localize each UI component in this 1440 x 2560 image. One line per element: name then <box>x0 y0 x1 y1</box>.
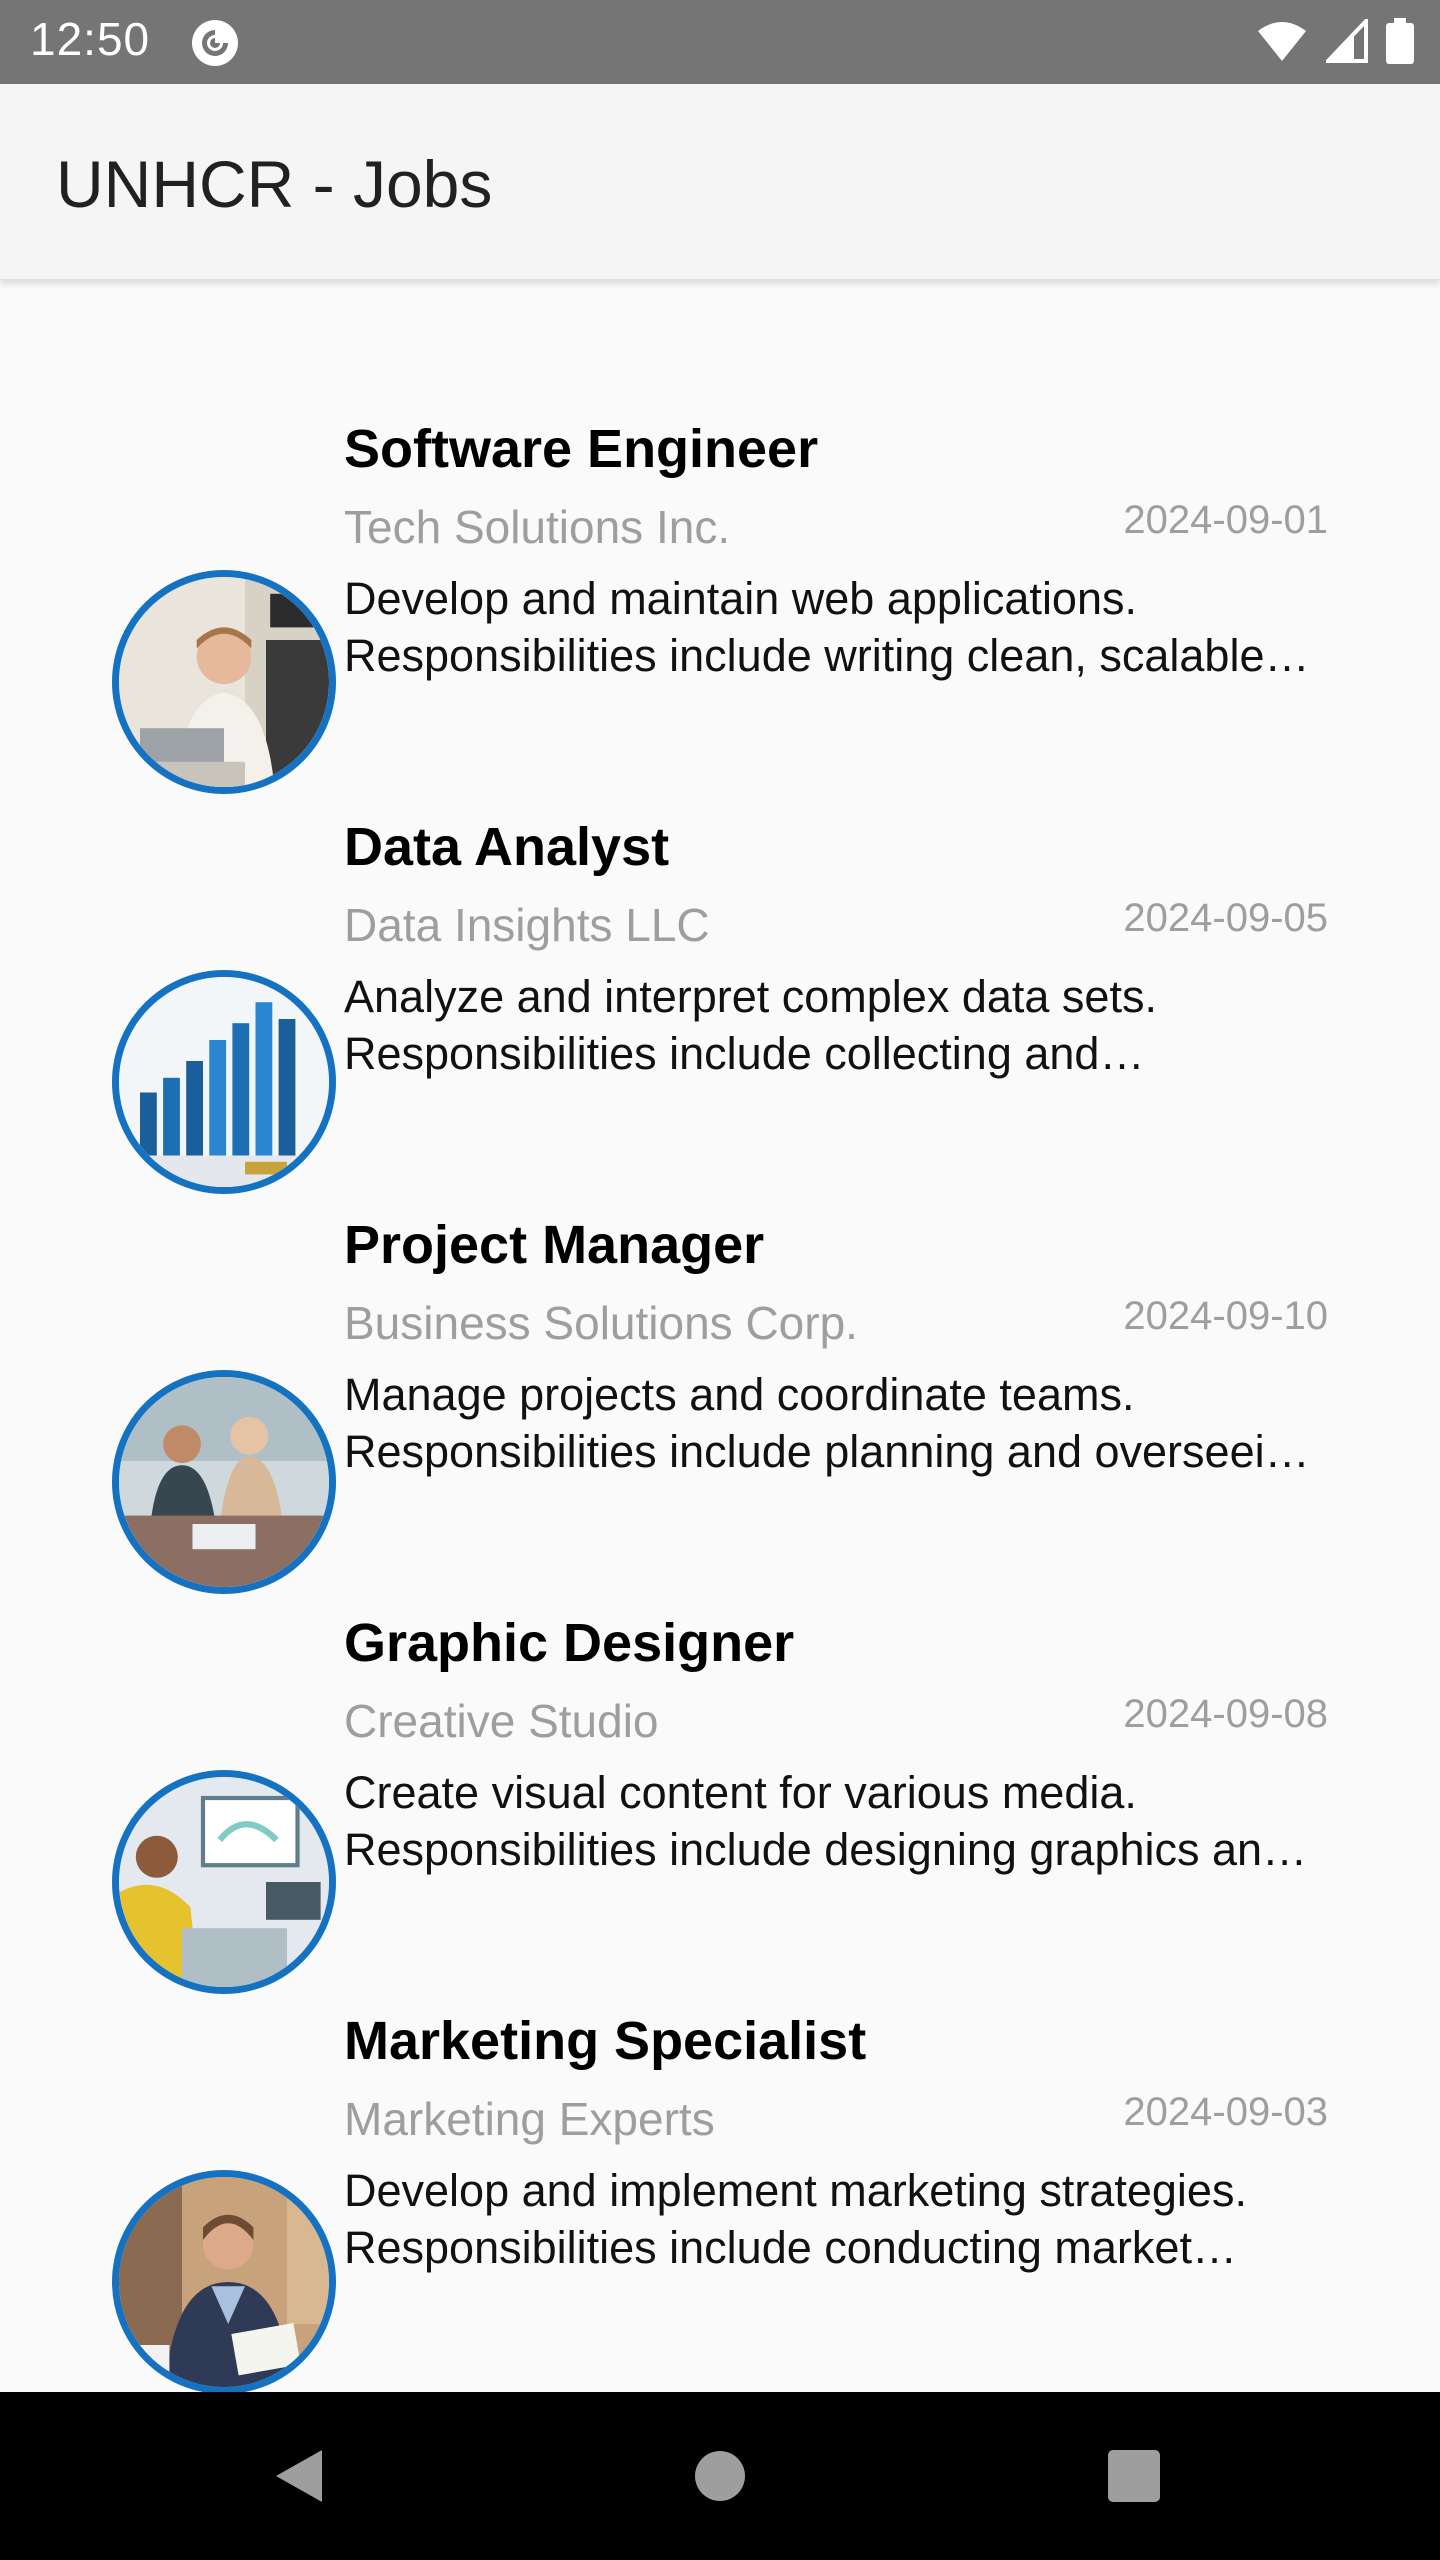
job-description: Develop and implement marketing strategi… <box>344 2165 1247 2273</box>
job-date: 2024-09-08 <box>1123 1692 1328 1736</box>
system-nav-bar <box>0 2392 1440 2560</box>
job-list-item[interactable] <box>0 418 1440 794</box>
cellular-signal-icon <box>1326 19 1368 63</box>
businessman-reading-photo <box>119 2177 329 2387</box>
job-date: 2024-09-05 <box>1123 896 1328 940</box>
job-list-item[interactable] <box>0 2018 1440 2394</box>
job-company: Marketing Experts <box>344 2093 715 2145</box>
job-company: Creative Studio <box>344 1695 659 1747</box>
job-image-graphic-designer <box>112 1770 336 1994</box>
app-bar: UNHCR - Jobs <box>0 84 1440 280</box>
job-date: 2024-09-10 <box>1123 1294 1328 1338</box>
page-title: UNHCR - Jobs <box>56 147 493 221</box>
job-description: Develop and maintain web applications. R… <box>344 573 1265 681</box>
job-title: Software Engineer <box>344 419 819 479</box>
job-description: Analyze and interpret complex data sets.… <box>344 971 1157 1079</box>
job-company: Data Insights LLC <box>344 899 710 951</box>
designer-at-desk-photo <box>119 1777 329 1987</box>
job-image-project-manager <box>112 1370 336 1594</box>
job-description: Create visual content for various media.… <box>344 1767 1288 1875</box>
job-image-data-analyst <box>112 970 336 1194</box>
team-meeting-photo <box>119 1377 329 1587</box>
status-time: 12:50 <box>30 13 151 65</box>
job-title: Project Manager <box>344 1215 765 1275</box>
man-at-laptop-photo <box>119 577 329 787</box>
job-image-marketing-specialist <box>112 2170 336 2394</box>
job-image-software-engineer <box>112 570 336 794</box>
job-date: 2024-09-01 <box>1123 498 1328 542</box>
pocket-casts-icon <box>192 20 238 66</box>
battery-icon <box>1386 18 1414 64</box>
job-title: Data Analyst <box>344 817 670 877</box>
wifi-icon <box>1258 22 1306 61</box>
job-company: Business Solutions Corp. <box>344 1297 858 1349</box>
back-icon[interactable] <box>262 2436 342 2516</box>
job-title: Graphic Designer <box>344 1613 795 1673</box>
status-icons <box>1256 18 1414 64</box>
job-title: Marketing Specialist <box>344 2011 867 2071</box>
job-company: Tech Solutions Inc. <box>344 501 731 553</box>
recents-icon[interactable] <box>1094 2436 1174 2516</box>
status-bar: 12:50 <box>0 0 1440 84</box>
job-description: Manage projects and coordinate teams. Re… <box>344 1369 1315 1477</box>
job-list-item[interactable] <box>0 818 1440 1194</box>
job-list-item[interactable] <box>0 1618 1440 1994</box>
job-date: 2024-09-03 <box>1123 2090 1328 2134</box>
bar-chart-photo <box>119 977 329 1187</box>
job-list-item[interactable] <box>0 1218 1440 1594</box>
home-icon[interactable] <box>680 2436 760 2516</box>
